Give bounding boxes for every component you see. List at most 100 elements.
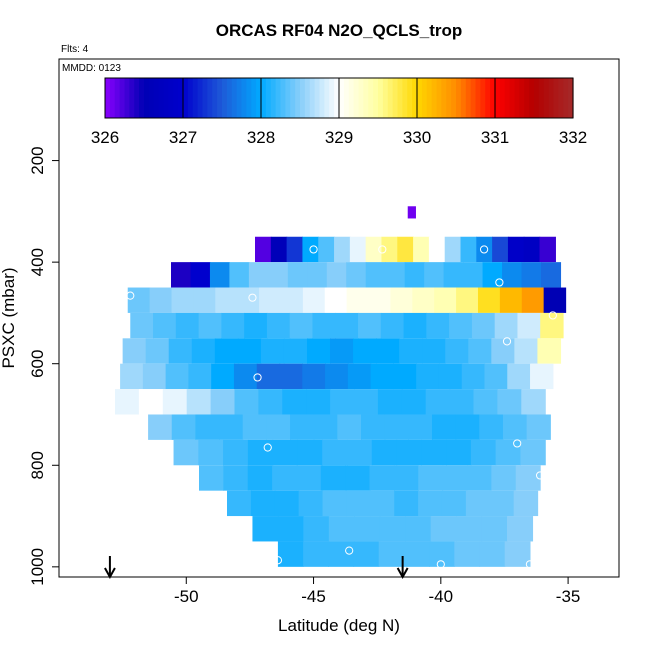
heatmap-cell: [347, 363, 372, 390]
heatmap-cell: [287, 262, 308, 288]
heatmap-cell: [198, 439, 224, 466]
colorbar-segment: [119, 78, 126, 118]
heatmap-cell: [191, 338, 216, 364]
colorbar-segment: [499, 78, 506, 118]
heatmap-cell: [499, 287, 523, 313]
heatmap-cell: [456, 287, 479, 313]
colorbar-labels: 326 327 328 329 330 331 332: [91, 128, 587, 147]
heatmap-cell: [175, 312, 200, 339]
plot-frame: [58, 58, 620, 578]
heatmap-cell: [365, 236, 383, 263]
x-tick-label: -45: [301, 587, 326, 606]
heatmap-cell: [365, 262, 386, 288]
colorbar-segment: [144, 78, 150, 118]
heatmap-cell: [233, 363, 258, 390]
colorbar-segment: [490, 78, 496, 118]
colorbar-segment: [343, 78, 350, 118]
colorbar-segment: [392, 78, 399, 118]
heatmap-cell: [370, 490, 395, 517]
heatmap-cell: [515, 465, 541, 491]
heatmap-cell: [422, 338, 446, 364]
heatmap-cell: [330, 338, 354, 364]
colorbar-segment: [441, 78, 447, 118]
colorbar-segment: [387, 78, 394, 118]
heatmap-cell: [318, 236, 335, 263]
heatmap-cell: [353, 338, 377, 364]
heatmap-cell: [247, 465, 273, 491]
heatmap-cell: [256, 363, 281, 390]
colorbar: [104, 77, 574, 119]
heatmap-cell: [193, 287, 216, 313]
colorbar-segment: [509, 78, 516, 118]
heatmap-cell: [428, 236, 446, 263]
heatmap-cell: [142, 363, 167, 390]
colorbar-segment: [446, 78, 452, 118]
colorbar-segment: [270, 78, 277, 118]
heatmap-cell: [492, 236, 509, 263]
heatmap-cell: [268, 262, 289, 288]
heatmap-cell: [153, 312, 177, 339]
heatmap-cell: [260, 338, 285, 364]
sample-point: [273, 556, 283, 565]
colorbar-segment: [329, 78, 335, 118]
sample-point: [309, 245, 318, 254]
heatmap-cell: [171, 262, 192, 288]
heatmap-cell: [468, 338, 492, 364]
heatmap-cell: [438, 363, 463, 390]
heatmap-cell: [120, 363, 144, 390]
heatmap-cell: [296, 465, 322, 491]
heatmap-cell: [346, 439, 373, 466]
colorbar-segment: [300, 78, 306, 118]
heatmap-cell: [455, 414, 480, 440]
heatmap-cell: [456, 516, 483, 542]
heatmap-cell: [424, 262, 445, 288]
heatmap-cell: [514, 338, 539, 364]
heatmap-cell: [346, 490, 371, 517]
heatmap-cell: [353, 541, 380, 567]
colorbar-segment: [324, 78, 330, 118]
sample-point: [436, 560, 445, 569]
heatmap-cell: [346, 287, 370, 313]
heatmap-cell: [290, 414, 315, 440]
colorbar-segment: [397, 78, 403, 118]
y-axis: 200 400 600 800 1000: [28, 146, 59, 586]
colorbar-segment: [173, 78, 179, 118]
colorbar-segment: [436, 78, 442, 118]
heatmap-cell: [442, 465, 468, 491]
heatmap-cell: [162, 389, 188, 415]
colorbar-segment: [475, 78, 481, 118]
heatmap-cell: [115, 389, 140, 415]
heatmap-cell: [266, 312, 291, 339]
sample-point: [345, 546, 354, 555]
heatmap-cell: [346, 262, 367, 288]
heatmap-cell: [520, 439, 546, 466]
heatmap-cell: [479, 414, 504, 440]
heatmap-cell: [148, 414, 173, 440]
colorbar-segment: [548, 78, 555, 118]
sample-point: [525, 560, 535, 569]
colorbar-segment: [407, 78, 413, 118]
heatmap-cell: [326, 262, 347, 288]
flight-arrows: [104, 556, 409, 580]
colorbar-tick-label: 329: [325, 128, 353, 147]
heatmap-cell: [434, 287, 457, 313]
y-tick-label: 200: [28, 146, 47, 174]
colorbar-segment: [114, 78, 121, 118]
heatmap-cell: [380, 312, 405, 339]
heatmap-cell: [396, 439, 422, 466]
colorbar-segment: [309, 78, 316, 118]
colorbar-segment: [197, 78, 204, 118]
heatmap-cell: [286, 236, 304, 263]
heatmap-cell: [460, 236, 477, 263]
heatmap-cell: [446, 439, 472, 466]
heatmap-cell: [219, 414, 244, 440]
y-tick-label: 800: [28, 451, 47, 479]
x-axis: -50 -45 -40 -35: [174, 577, 580, 606]
heatmap-cell: [335, 312, 359, 339]
colorbar-tick-label: 332: [559, 128, 587, 147]
heatmap-cell: [530, 363, 554, 390]
heatmap-cell: [302, 236, 319, 263]
colorbar-segment: [231, 78, 238, 118]
heatmap-cell: [461, 363, 486, 390]
colorbar-segment: [304, 78, 311, 118]
